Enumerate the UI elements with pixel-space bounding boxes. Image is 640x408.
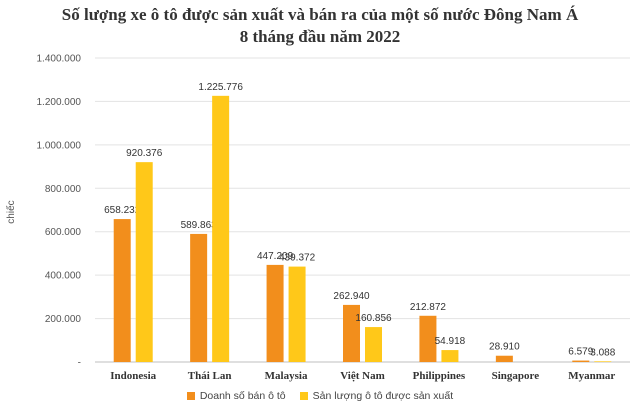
legend-item-sales: Doanh số bán ô tô <box>186 390 286 402</box>
bar-production <box>288 266 306 362</box>
data-label: 658.232 <box>104 205 141 216</box>
chart-title: Số lượng xe ô tô được sản xuất và bán ra… <box>61 5 579 24</box>
y-tick-label: 1.400.000 <box>37 54 82 65</box>
bar-sales <box>572 360 590 362</box>
bar-chart: - 200.000 400.000 600.000 800.000 1.000.000 1.… <box>5 54 630 382</box>
data-label: 160.856 <box>355 313 392 324</box>
legend-label-production: Sản lượng ô tô được sản xuất <box>312 390 454 402</box>
bar-production <box>441 350 459 362</box>
category-label: Singapore <box>492 370 540 382</box>
category-label: Việt Nam <box>340 370 385 382</box>
category-label: Malaysia <box>265 370 308 382</box>
y-tick-label: 200.000 <box>45 314 82 325</box>
bar-sales <box>113 219 131 362</box>
bar-production <box>594 361 612 362</box>
chart-subtitle: 8 tháng đầu năm 2022 <box>239 27 401 46</box>
data-label: 920.376 <box>126 148 163 159</box>
bar-sales <box>419 315 437 362</box>
bar-production <box>212 95 230 363</box>
bar-sales <box>495 355 513 362</box>
category-label: Indonesia <box>110 370 156 382</box>
y-tick-label: 1.200.000 <box>37 97 82 108</box>
bar-sales <box>343 304 360 362</box>
data-label: 439.372 <box>279 253 316 264</box>
data-label: 6.579 <box>568 347 593 358</box>
category-label: Thái Lan <box>188 370 232 382</box>
legend: Doanh số bán ô tô Sản lượng ô tô được sả… <box>0 390 640 402</box>
y-tick-label: - <box>78 358 81 369</box>
data-label: 54.918 <box>435 336 466 347</box>
data-label: 3.088 <box>590 347 615 358</box>
y-tick-label: 800.000 <box>45 184 82 195</box>
data-label: 262.940 <box>333 291 370 302</box>
y-tick-label: 600.000 <box>45 227 82 238</box>
category-label: Myanmar <box>568 370 615 382</box>
bar-sales <box>266 264 284 362</box>
y-axis-label: chiếc <box>5 200 17 223</box>
data-label: 589.863 <box>181 220 218 231</box>
y-tick-label: 400.000 <box>45 271 82 282</box>
legend-swatch-sales <box>186 392 195 400</box>
bar-production <box>365 327 382 362</box>
legend-swatch-production <box>299 392 308 400</box>
data-label: 212.872 <box>410 302 447 313</box>
data-label: 28.910 <box>489 342 520 353</box>
y-tick-label: 1.000.000 <box>37 140 82 151</box>
data-label: 1.225.776 <box>198 82 243 93</box>
category-label: Philippines <box>413 370 466 382</box>
bar-production <box>135 162 153 362</box>
legend-item-production: Sản lượng ô tô được sản xuất <box>299 390 454 402</box>
data-label: 447.209 <box>257 251 294 262</box>
legend-label-sales: Doanh số bán ô tô <box>199 390 286 402</box>
bar-sales <box>190 233 208 362</box>
